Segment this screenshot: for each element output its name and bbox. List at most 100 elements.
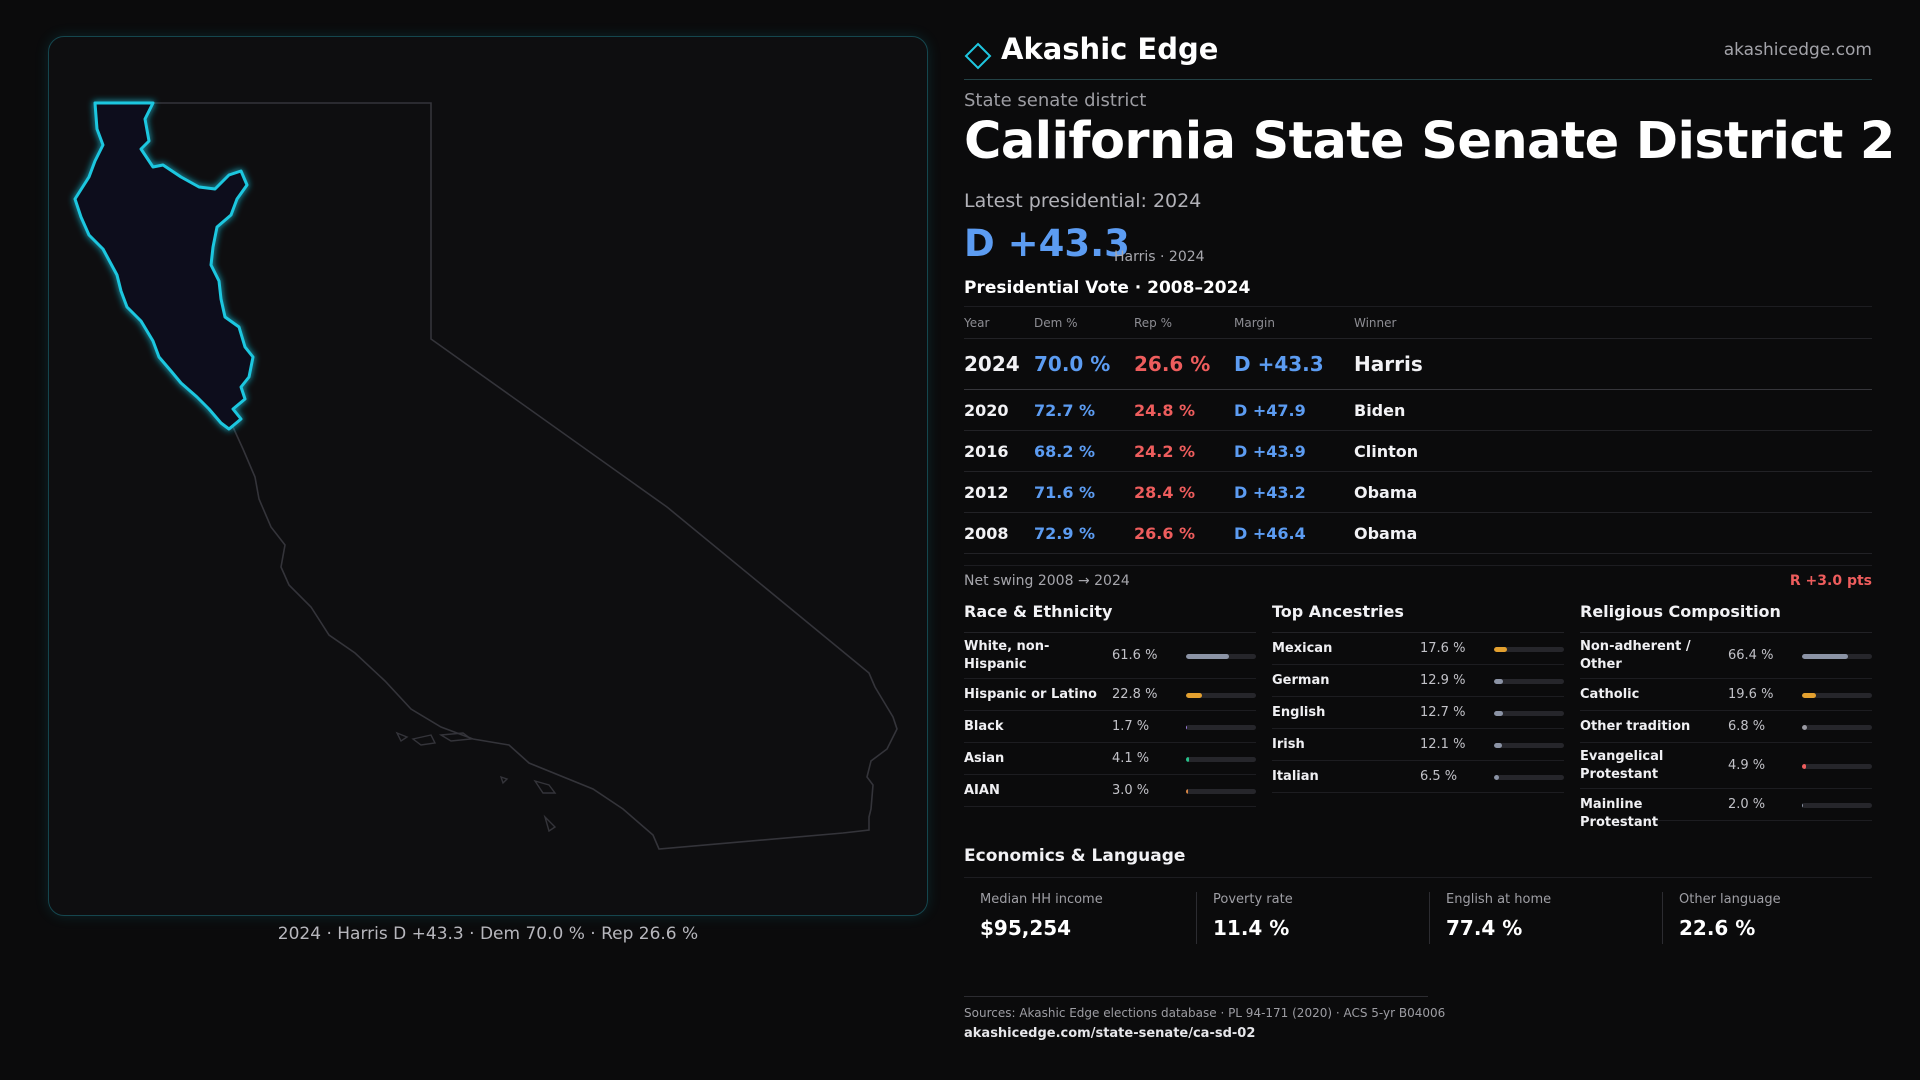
cell-margin: D +47.9 [1234,401,1306,420]
item-label: Black [964,719,1004,734]
item-label: Non-adherent / Other [1580,639,1691,672]
column-header-margin: Margin [1234,316,1275,330]
presidential-vote-heading: Presidential Vote · 2008–2024 [964,278,1251,298]
share-bar [1186,654,1256,659]
page-link[interactable]: akashicedge.com/state-senate/ca-sd-02 [964,1026,1256,1041]
item-value: 22.8 % [1112,687,1158,702]
diamond-logo-icon [964,42,992,70]
stat-label: Other language [1679,892,1781,907]
cell-rep: 26.6 % [1134,524,1196,543]
item-label: White, non-Hispanic [964,639,1050,672]
district-map[interactable] [48,36,928,916]
share-bar-fill [1802,803,1804,808]
table-row: 2020 72.7 % 24.8 % D +47.9 Biden [964,390,1872,431]
item-label: Evangelical Protestant [1580,749,1664,782]
section-title: Race & Ethnicity [964,600,1256,633]
column-header-dem: Dem % [1034,316,1078,330]
list-item: Mainline Protestant 2.0 % [1580,789,1872,830]
table-row-latest: 2024 70.0 % 26.6 % D +43.3 Harris [964,339,1872,390]
share-bar [1186,693,1256,698]
map-caption: 2024 · Harris D +43.3 · Dem 70.0 % · Rep… [277,924,699,944]
cell-rep: 24.2 % [1134,442,1196,461]
brand-url[interactable]: akashicedge.com [1723,40,1872,60]
stat-card-income: Median HH income $95,254 [964,892,1174,944]
share-bar [1494,711,1564,716]
list-item: Non-adherent / Other 66.4 % [1580,633,1872,679]
item-label: Other tradition [1580,719,1691,734]
share-bar-fill [1494,647,1507,652]
column-header-rep: Rep % [1134,316,1173,330]
share-bar [1802,654,1872,659]
share-bar-fill [1802,764,1806,769]
item-value: 19.6 % [1728,687,1774,702]
cell-margin: D +43.3 [1234,352,1324,376]
list-item: Black 1.7 % [964,711,1256,743]
cell-rep: 28.4 % [1134,483,1196,502]
item-value: 17.6 % [1420,641,1466,656]
state-outline [120,102,898,850]
share-bar [1494,679,1564,684]
cell-dem: 68.2 % [1034,442,1096,461]
economics-heading: Economics & Language [964,846,1872,878]
cell-rep: 26.6 % [1134,352,1211,376]
cell-year: 2012 [964,483,1009,502]
table-header-row: Year Dem % Rep % Margin Winner [964,307,1872,339]
section-title: Top Ancestries [1272,600,1564,633]
latest-presidential-label: Latest presidential: 2024 [964,190,1202,212]
list-item: Irish 12.1 % [1272,729,1564,761]
share-bar-fill [1494,775,1499,780]
item-label: Irish [1272,737,1305,752]
net-swing-label: Net swing 2008 → 2024 [964,573,1130,589]
cell-year: 2020 [964,401,1009,420]
item-label: Italian [1272,769,1319,784]
ancestries-section: Top Ancestries Mexican 17.6 % German 12.… [1272,600,1564,793]
item-value: 3.0 % [1112,783,1150,798]
cell-dem: 71.6 % [1034,483,1096,502]
list-item: English 12.7 % [1272,697,1564,729]
district-highlight[interactable] [73,101,255,431]
cell-winner: Obama [1354,524,1418,543]
footer-divider [964,996,1428,997]
net-swing-value: R +3.0 pts [1789,573,1872,589]
item-value: 4.1 % [1112,751,1150,766]
item-value: 6.5 % [1420,769,1458,784]
stat-value: 77.4 % [1446,916,1523,940]
column-header-winner: Winner [1354,316,1397,330]
presidential-vote-table: Year Dem % Rep % Margin Winner 2024 70.0… [964,306,1872,554]
table-row: 2012 71.6 % 28.4 % D +43.2 Obama [964,472,1872,513]
net-swing: Net swing 2008 → 2024 R +3.0 pts [964,565,1872,593]
item-label: Hispanic or Latino [964,687,1097,702]
cell-dem: 72.7 % [1034,401,1096,420]
stat-value: 22.6 % [1679,916,1756,940]
cell-winner: Biden [1354,401,1406,420]
cell-year: 2024 [964,352,1020,376]
district-type: State senate district [964,90,1147,111]
share-bar-fill [1802,725,1807,730]
share-bar-fill [1802,654,1849,659]
share-bar-fill [1494,679,1504,684]
share-bar-fill [1494,711,1504,716]
share-bar-fill [1186,789,1189,794]
item-value: 66.4 % [1728,648,1774,663]
list-item: Other tradition 6.8 % [1580,711,1872,743]
list-item: AIAN 3.0 % [964,775,1256,807]
item-value: 61.6 % [1112,648,1158,663]
share-bar [1802,693,1872,698]
list-item: Asian 4.1 % [964,743,1256,775]
channel-islands [395,731,557,833]
share-bar [1186,757,1256,762]
share-bar-fill [1494,743,1503,748]
page-title: California State Senate District 2 [964,112,1895,171]
list-item: Evangelical Protestant 4.9 % [1580,743,1872,789]
stat-label: Poverty rate [1213,892,1293,907]
share-bar [1186,789,1256,794]
share-bar-fill [1186,654,1230,659]
item-value: 12.1 % [1420,737,1466,752]
cell-rep: 24.8 % [1134,401,1196,420]
religion-section: Religious Composition Non-adherent / Oth… [1580,600,1872,830]
item-value: 4.9 % [1728,758,1766,773]
item-label: English [1272,705,1326,720]
cell-winner: Obama [1354,483,1418,502]
list-item: Italian 6.5 % [1272,761,1564,793]
item-value: 12.9 % [1420,673,1466,688]
